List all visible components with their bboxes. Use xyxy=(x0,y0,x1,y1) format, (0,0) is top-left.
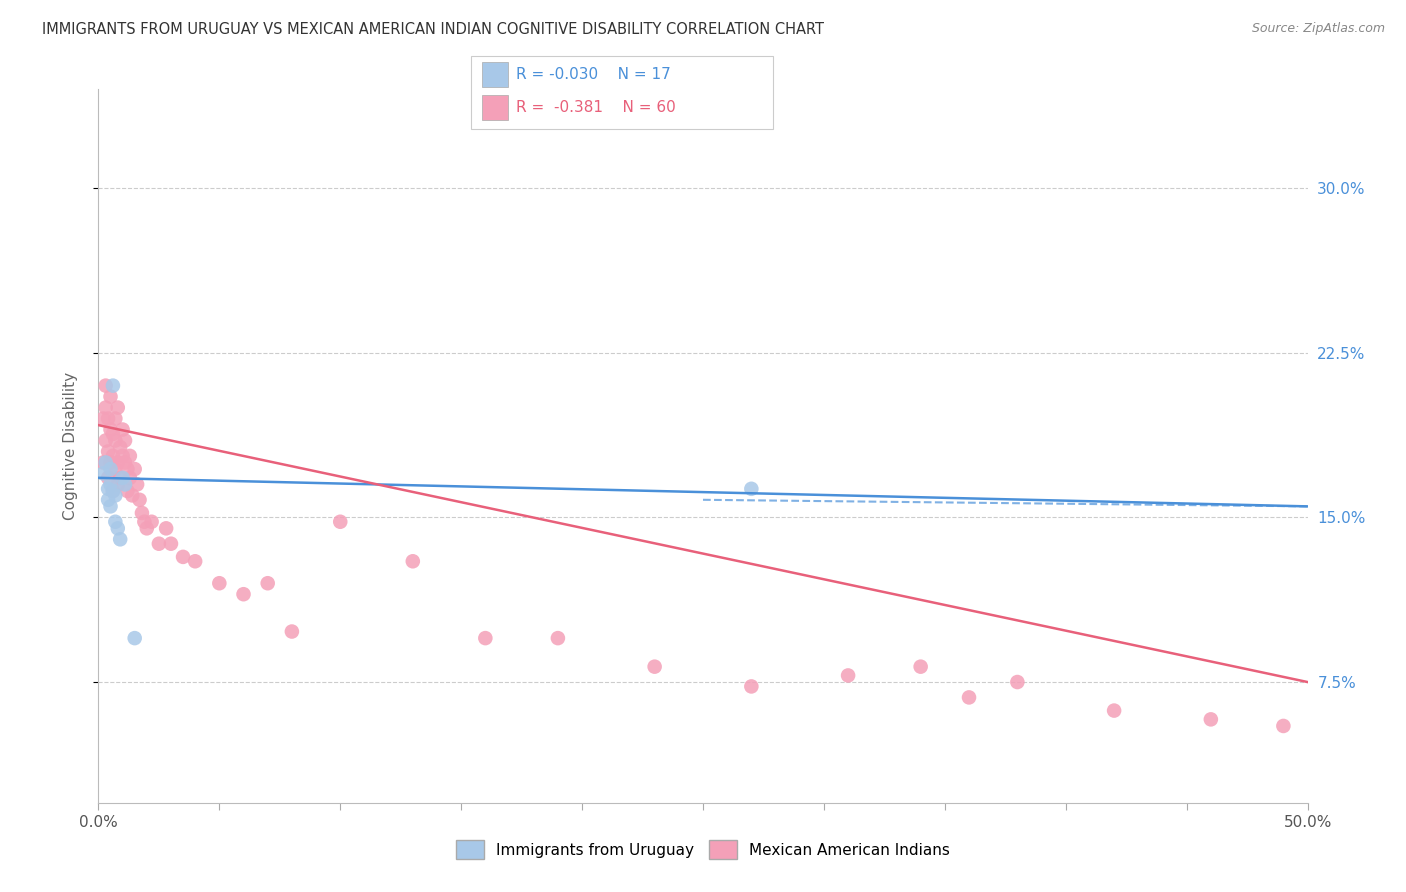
Point xyxy=(104,515,127,529)
Legend: Immigrants from Uruguay, Mexican American Indians: Immigrants from Uruguay, Mexican America… xyxy=(449,832,957,866)
Point xyxy=(108,440,131,454)
Point xyxy=(104,462,127,476)
Point xyxy=(117,483,139,498)
Point xyxy=(91,467,114,481)
Point xyxy=(108,533,131,547)
Point xyxy=(1199,712,1222,726)
Text: Source: ZipAtlas.com: Source: ZipAtlas.com xyxy=(1251,22,1385,36)
Point xyxy=(104,488,127,502)
Point xyxy=(111,449,134,463)
Point xyxy=(128,492,150,507)
Point xyxy=(134,515,156,529)
Point xyxy=(121,488,143,502)
Point xyxy=(91,455,114,469)
Point xyxy=(114,434,136,448)
Point xyxy=(104,434,127,448)
Point xyxy=(1007,675,1029,690)
Point xyxy=(100,500,122,514)
Point xyxy=(910,659,932,673)
Point xyxy=(94,401,117,415)
Point xyxy=(101,483,124,498)
Point xyxy=(97,411,120,425)
Point xyxy=(117,462,139,476)
Point xyxy=(101,483,124,498)
Y-axis label: Cognitive Disability: Cognitive Disability xyxy=(63,372,77,520)
Point xyxy=(107,455,129,469)
Point xyxy=(148,537,170,551)
Point xyxy=(114,477,136,491)
Point xyxy=(111,423,134,437)
Point xyxy=(104,411,127,425)
Point xyxy=(97,471,120,485)
Point xyxy=(111,471,134,485)
Point xyxy=(97,444,120,458)
Point xyxy=(329,515,352,529)
Point xyxy=(172,549,194,564)
Point xyxy=(100,390,122,404)
Point xyxy=(100,477,122,491)
Point xyxy=(107,401,129,415)
Point xyxy=(160,537,183,551)
Point xyxy=(124,631,146,645)
Point xyxy=(232,587,254,601)
Text: R =  -0.381    N = 60: R = -0.381 N = 60 xyxy=(516,101,676,115)
Point xyxy=(101,426,124,441)
Point xyxy=(107,521,129,535)
Point xyxy=(100,462,122,476)
Point xyxy=(155,521,177,535)
Point xyxy=(124,462,146,476)
Point xyxy=(474,631,496,645)
Point xyxy=(107,477,129,491)
Point xyxy=(135,521,157,535)
Point xyxy=(94,455,117,469)
Point xyxy=(97,482,120,496)
Point xyxy=(547,631,569,645)
Point xyxy=(97,492,120,507)
Point xyxy=(740,680,762,694)
Point xyxy=(957,690,980,705)
Point xyxy=(94,378,117,392)
Point xyxy=(256,576,278,591)
Point xyxy=(94,434,117,448)
Point xyxy=(101,378,124,392)
Point xyxy=(402,554,425,568)
Point xyxy=(131,506,153,520)
Point xyxy=(281,624,304,639)
Point xyxy=(108,471,131,485)
Point xyxy=(114,455,136,469)
Point xyxy=(184,554,207,568)
Point xyxy=(91,411,114,425)
Point xyxy=(118,449,141,463)
Point xyxy=(1102,704,1125,718)
Point xyxy=(740,482,762,496)
Text: R = -0.030    N = 17: R = -0.030 N = 17 xyxy=(516,67,671,81)
Point xyxy=(100,423,122,437)
Point xyxy=(127,477,149,491)
Point xyxy=(118,471,141,485)
Text: IMMIGRANTS FROM URUGUAY VS MEXICAN AMERICAN INDIAN COGNITIVE DISABILITY CORRELAT: IMMIGRANTS FROM URUGUAY VS MEXICAN AMERI… xyxy=(42,22,824,37)
Point xyxy=(141,515,163,529)
Point xyxy=(837,668,859,682)
Point xyxy=(101,449,124,463)
Point xyxy=(100,455,122,469)
Point xyxy=(1272,719,1295,733)
Point xyxy=(644,659,666,673)
Point xyxy=(208,576,231,591)
